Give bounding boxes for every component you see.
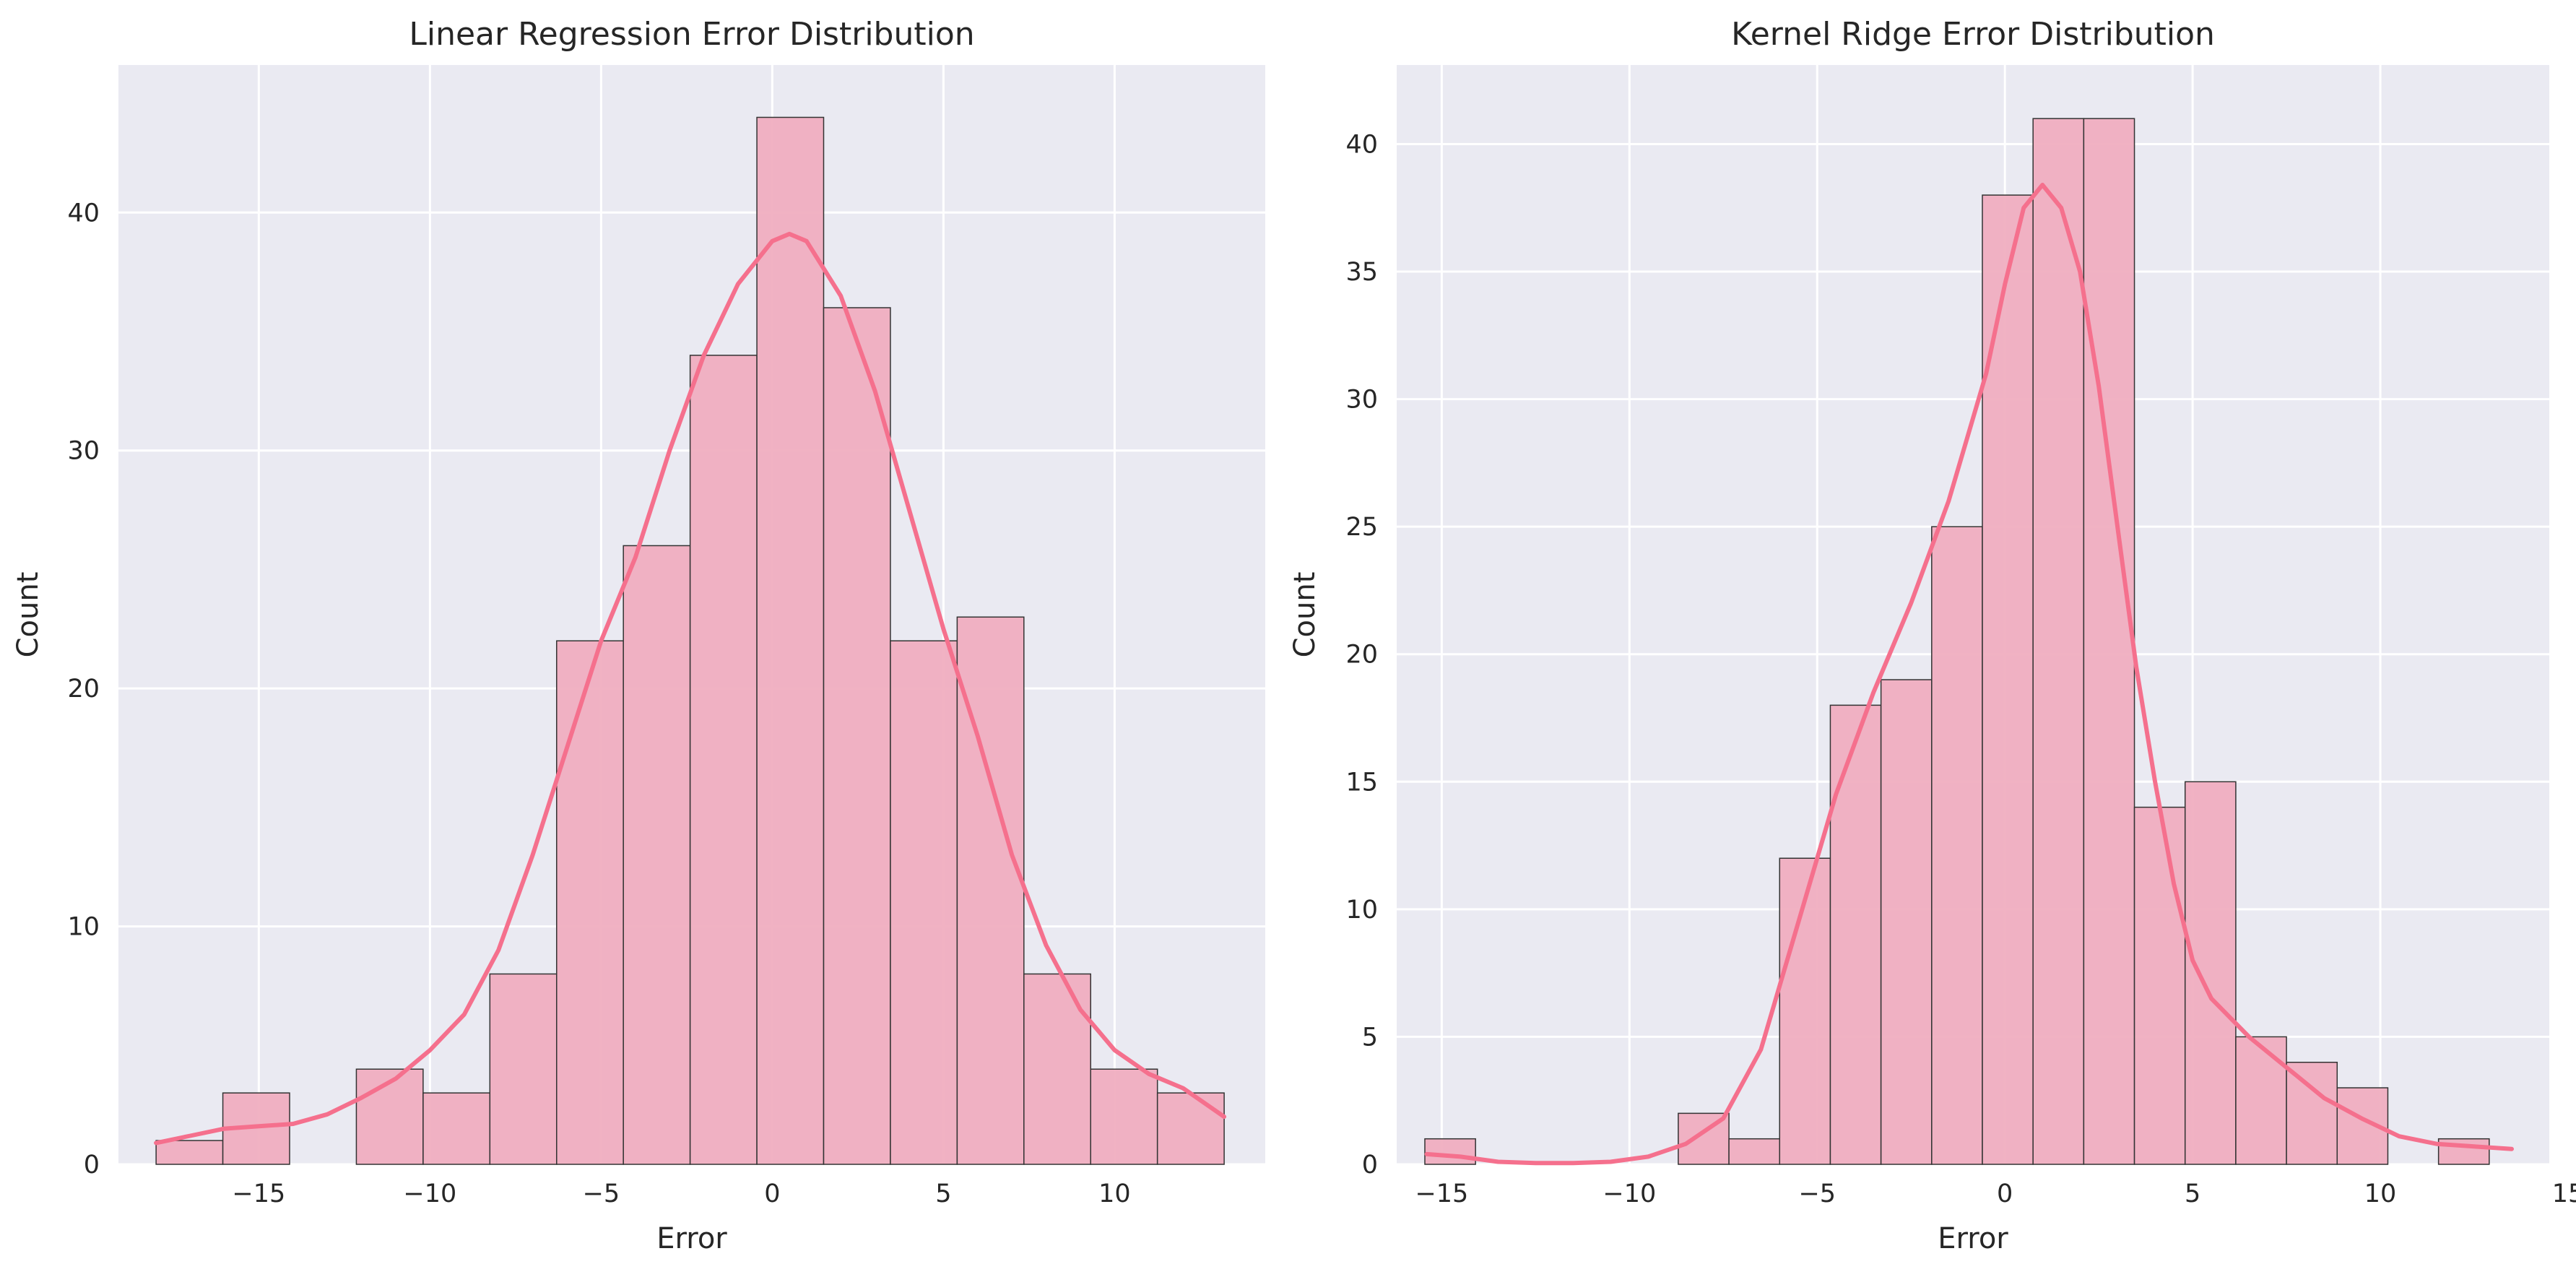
x-tick-label: −10 (1603, 1179, 1656, 1208)
y-tick-label: 20 (1345, 641, 1378, 670)
x-tick-label: −5 (1798, 1179, 1836, 1208)
x-tick-label: 5 (935, 1179, 951, 1208)
y-tick-label: 0 (84, 1151, 100, 1179)
histogram-bar (1023, 973, 1091, 1165)
y-tick-label: 30 (67, 437, 100, 466)
histogram-bar (155, 1140, 224, 1165)
histogram-bar (556, 640, 624, 1165)
chart-title: Linear Regression Error Distribution (409, 16, 974, 53)
histogram-bar (489, 973, 558, 1165)
y-tick-label: 5 (1362, 1023, 1378, 1052)
histogram-bar (2184, 781, 2237, 1165)
y-tick-label: 30 (1345, 386, 1378, 415)
x-axis-label: Error (656, 1222, 727, 1255)
histogram-bar (1156, 1092, 1225, 1165)
histogram-bar (1779, 857, 1831, 1165)
x-tick-label: 5 (2185, 1179, 2200, 1208)
kde-line (1424, 183, 2514, 1166)
kde-line (154, 231, 1227, 1146)
histogram-bar (1931, 526, 1983, 1165)
histogram-bar (1728, 1138, 1781, 1165)
y-tick-label: 15 (1345, 768, 1378, 797)
x-tick-label: −10 (403, 1179, 456, 1208)
y-tick-label: 40 (1345, 130, 1378, 159)
x-tick-label: 15 (2552, 1179, 2576, 1208)
histogram-bar (689, 355, 758, 1165)
y-tick-label: 20 (67, 675, 100, 704)
x-tick-label: −5 (583, 1179, 620, 1208)
chart-panel-1: −15 −10 −5 0 5 10 0 10 20 30 40 Linear Regression E… (12, 16, 1265, 1255)
histogram-bar (1880, 679, 1933, 1165)
x-axis-label: Error (1938, 1222, 2008, 1255)
histogram-bar (2032, 118, 2085, 1165)
y-tick-label: 10 (1345, 896, 1378, 925)
histogram-bar (890, 640, 958, 1165)
histogram-bar (823, 307, 891, 1165)
x-tick-label: 10 (1098, 1179, 1131, 1208)
y-tick-label: 40 (67, 199, 100, 228)
histogram-bar (422, 1092, 491, 1165)
x-tick-label: 10 (2364, 1179, 2397, 1208)
histogram-bar (2286, 1061, 2338, 1165)
x-tick-label: 0 (1997, 1179, 2013, 1208)
histogram-bar (2083, 118, 2135, 1165)
y-tick-label: 10 (67, 913, 100, 942)
x-tick-label: 0 (764, 1179, 780, 1208)
chart-panel-2: −15 −10 −5 0 5 10 15 0 5 10 15 20 25 30 35 40 Kernel Rid… (1288, 16, 2576, 1255)
histogram-bar (1829, 704, 1882, 1165)
y-tick-label: 0 (1362, 1151, 1378, 1179)
histogram-bar (756, 116, 825, 1165)
histogram-bar (623, 545, 691, 1165)
x-tick-label: −15 (232, 1179, 285, 1208)
y-tick-label: 25 (1345, 513, 1378, 542)
histogram-bar (2235, 1036, 2287, 1165)
chart-title: Kernel Ridge Error Distribution (1731, 16, 2215, 53)
histogram-bar (1090, 1068, 1158, 1165)
y-axis-label: Count (1288, 572, 1322, 658)
histogram-bar (1424, 1138, 1476, 1165)
x-tick-label: −15 (1415, 1179, 1468, 1208)
y-axis-label: Count (12, 572, 45, 658)
histogram-bar (2133, 806, 2186, 1165)
y-tick-label: 35 (1345, 258, 1378, 287)
histogram-bar (1982, 194, 2034, 1165)
